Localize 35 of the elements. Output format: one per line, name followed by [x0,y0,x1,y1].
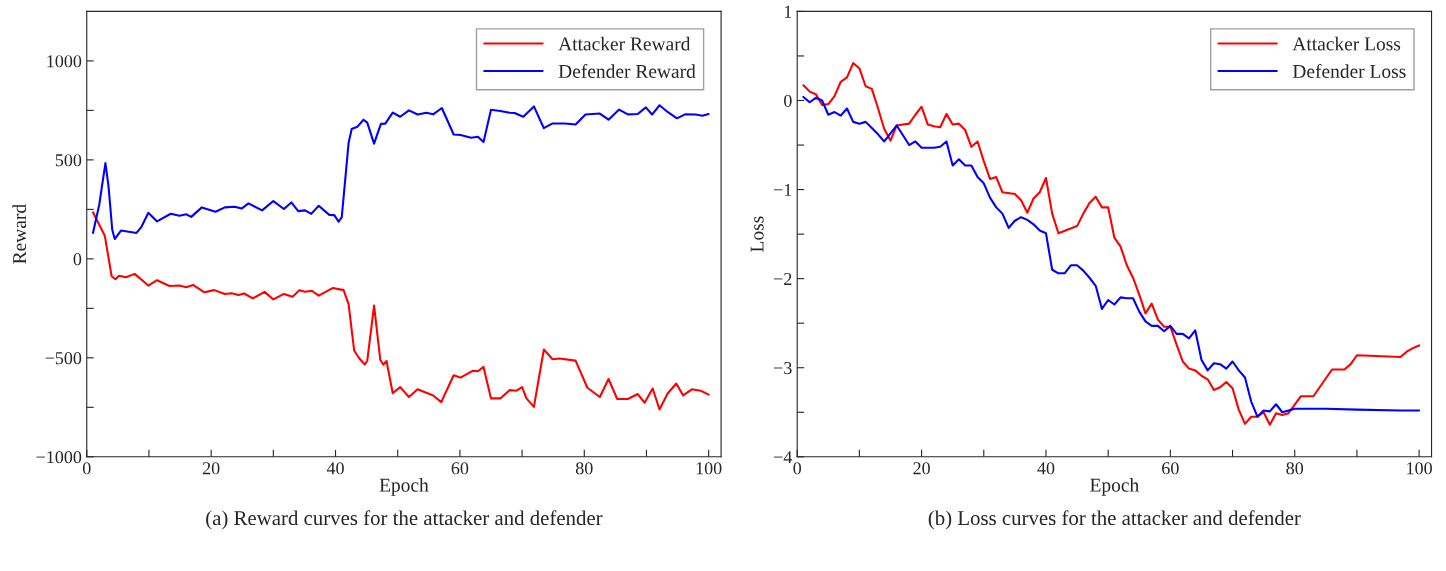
x-axis-title: Epoch [1090,478,1139,496]
y-tick-label: 0 [784,94,792,107]
line-series [91,104,710,241]
x-tick-label: 0 [793,462,802,475]
x-axis-title: Epoch [379,478,429,496]
x-tick-label: 100 [696,462,722,475]
y-tick-label: 0 [73,253,82,266]
y-axis-title: Loss [750,216,764,252]
text: (a) Reward curves for the attacker and defender [206,510,603,530]
x-tick-label: 40 [1037,462,1055,475]
x-tick-label: 0 [82,462,91,475]
text: (b) Loss curves for the attacker and defender [928,510,1301,530]
y-axis-title: Reward [12,204,27,264]
y-tick-label: −2 [774,272,792,285]
y-tick-label: 1 [784,5,792,18]
x-tick-label: 20 [202,462,220,475]
x-tick-label: 80 [1286,462,1304,475]
y-tick-label: 500 [55,154,82,167]
y-tick-label: 1000 [47,55,82,68]
line-series [91,211,710,411]
y-tick-label: −1000 [36,451,82,464]
y-tick-label: −500 [45,352,82,365]
legend-label: Defender Loss [1292,64,1406,78]
x-tick-label: 40 [326,462,344,475]
y-tick-label: −1 [774,183,792,196]
x-tick-label: 60 [451,462,469,475]
y-tick-label: −4 [774,451,793,464]
x-tick-label: 20 [913,462,930,475]
x-tick-label: 80 [575,462,593,475]
legend-label: Attacker Loss [1292,36,1401,51]
x-tick-label: 100 [1407,462,1432,475]
legend-label: Defender Reward [558,64,696,78]
x-tick-label: 60 [1162,462,1179,475]
y-tick-label: −3 [774,362,792,375]
legend-label: Attacker Reward [558,36,691,51]
